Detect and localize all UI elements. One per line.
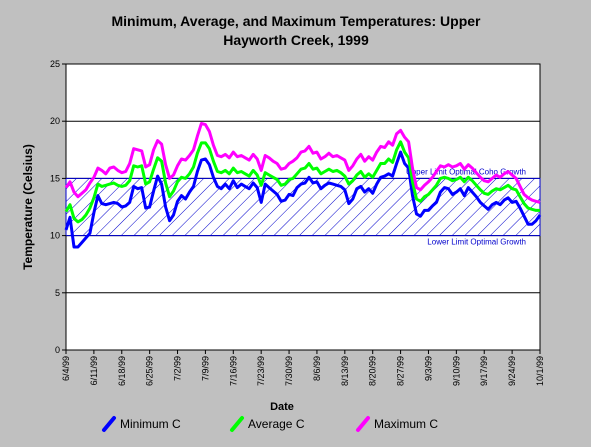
- y-tick-label: 10: [50, 231, 60, 241]
- x-tick-label: 6/25/99: [145, 356, 155, 386]
- y-tick-label: 5: [55, 288, 60, 298]
- y-axis-ticks: 0 5 10 15 20 25: [50, 59, 66, 355]
- legend: Minimum C Average C Maximum C: [102, 416, 438, 432]
- legend-swatch: [356, 416, 370, 432]
- x-tick-label: 8/6/99: [312, 356, 322, 381]
- upper-limit-label: Upper Limit Optimal Coho Growth: [406, 167, 526, 176]
- x-tick-label: 9/17/99: [479, 356, 489, 386]
- x-tick-label: 8/13/99: [340, 356, 350, 386]
- y-tick-label: 20: [50, 116, 60, 126]
- y-tick-label: 0: [55, 345, 60, 355]
- x-tick-label: 8/20/99: [368, 356, 378, 386]
- x-tick-label: 7/2/99: [173, 356, 183, 381]
- legend-label: Maximum C: [374, 417, 438, 431]
- x-tick-label: 9/24/99: [507, 356, 517, 386]
- legend-swatch: [230, 416, 244, 432]
- series-line-average-c: [64, 140, 540, 224]
- x-tick-label: 7/23/99: [256, 356, 266, 386]
- chart-title-line1: Minimum, Average, and Maximum Temperatur…: [111, 13, 481, 29]
- series-line-minimum-c: [64, 150, 542, 249]
- x-tick-label: 8/27/99: [396, 356, 406, 386]
- y-tick-label: 15: [50, 173, 60, 183]
- series-lines: [64, 122, 542, 249]
- x-tick-label: 7/16/99: [228, 356, 238, 386]
- x-tick-label: 6/11/99: [89, 356, 99, 385]
- x-tick-label: 9/10/99: [451, 356, 461, 386]
- x-axis-label: Date: [270, 401, 294, 413]
- chart-title-line2: Hayworth Creek, 1999: [223, 32, 369, 48]
- x-tick-label: 10/1/99: [535, 356, 545, 386]
- x-axis-ticks: 6/4/99 6/11/99 6/18/99 6/25/99 7/2/99 7/9/99 7…: [61, 350, 545, 386]
- x-tick-label: 7/9/99: [200, 356, 210, 381]
- y-axis-label: Temperature (Celsius): [21, 144, 35, 270]
- legend-label: Average C: [248, 417, 305, 431]
- x-tick-label: 6/4/99: [61, 356, 71, 381]
- lower-limit-label: Lower Limit Optimal Growth: [427, 238, 526, 247]
- x-tick-label: 7/30/99: [284, 356, 294, 386]
- legend-swatch: [102, 416, 116, 432]
- series-line-maximum-c: [64, 122, 541, 204]
- y-tick-label: 25: [50, 59, 60, 69]
- x-tick-label: 6/18/99: [117, 356, 127, 386]
- legend-label: Minimum C: [120, 417, 181, 431]
- x-tick-label: 9/3/99: [423, 356, 433, 381]
